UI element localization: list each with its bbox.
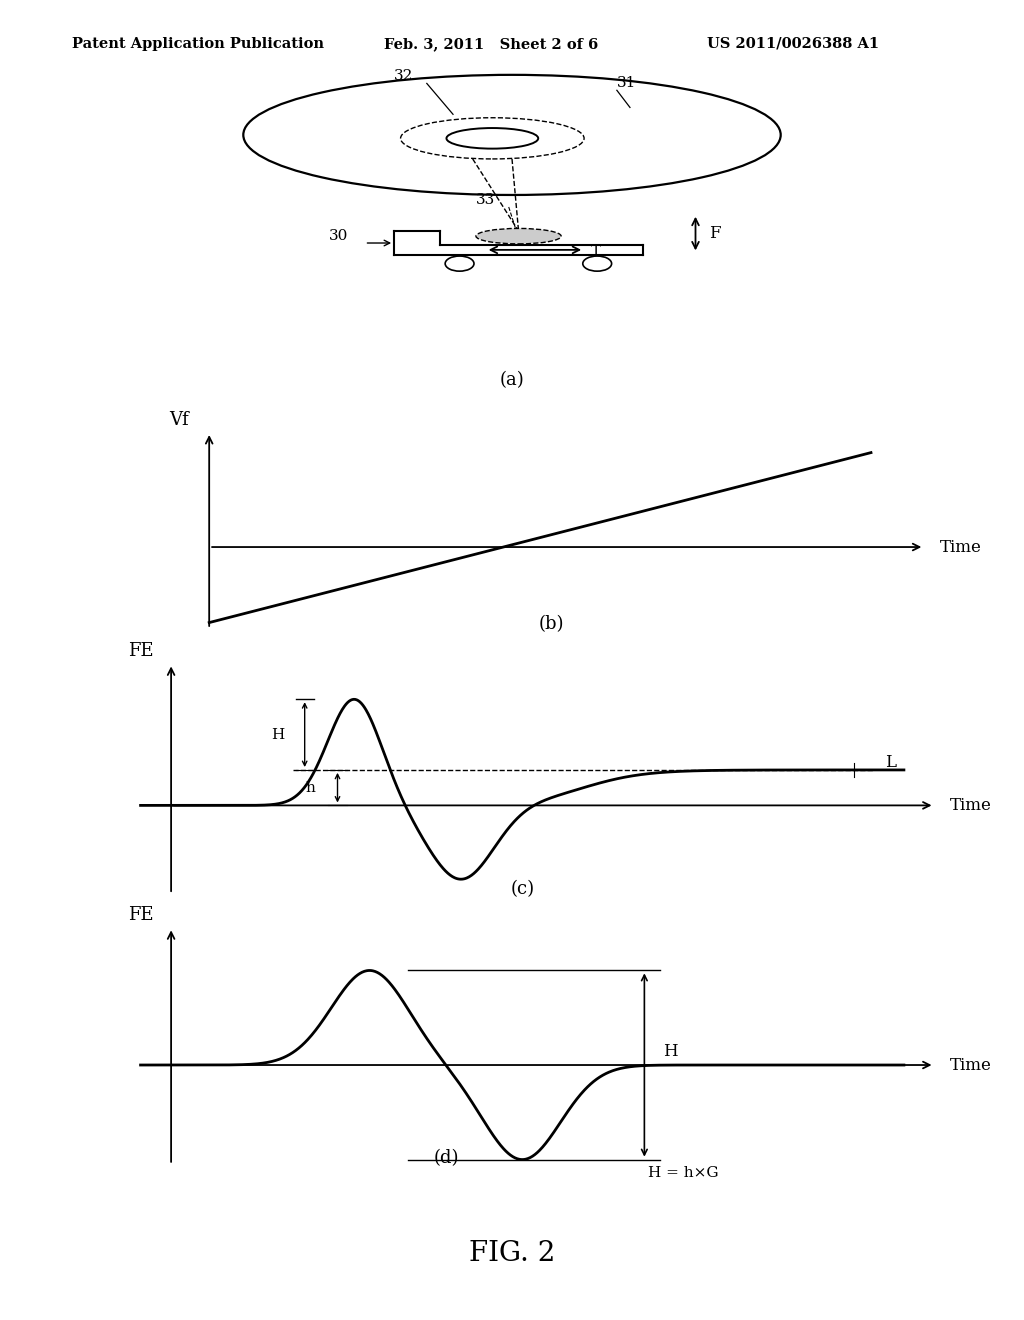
Text: 31: 31 [616, 75, 636, 90]
Ellipse shape [476, 228, 561, 244]
Text: FE: FE [128, 906, 154, 924]
Text: FE: FE [128, 642, 154, 660]
Text: h: h [306, 780, 315, 795]
Text: (c): (c) [510, 880, 535, 898]
Text: T: T [591, 244, 601, 257]
Text: FIG. 2: FIG. 2 [469, 1239, 555, 1267]
Text: Vf: Vf [169, 411, 188, 429]
Text: Time: Time [949, 1056, 991, 1073]
Text: F: F [709, 226, 720, 243]
Text: H: H [664, 1043, 678, 1060]
Text: Patent Application Publication: Patent Application Publication [72, 37, 324, 51]
Text: 33: 33 [476, 193, 496, 206]
Text: H = h×G: H = h×G [648, 1166, 719, 1180]
Text: (d): (d) [433, 1148, 459, 1167]
Text: 30: 30 [329, 228, 348, 243]
Text: US 2011/0026388 A1: US 2011/0026388 A1 [707, 37, 879, 51]
Text: Time: Time [939, 539, 981, 556]
Text: (a): (a) [500, 371, 524, 389]
Text: L: L [885, 754, 896, 771]
Text: H: H [271, 727, 285, 742]
Text: (b): (b) [539, 615, 564, 632]
Text: Feb. 3, 2011   Sheet 2 of 6: Feb. 3, 2011 Sheet 2 of 6 [384, 37, 598, 51]
Text: Time: Time [949, 797, 991, 814]
Text: 32: 32 [394, 69, 414, 83]
